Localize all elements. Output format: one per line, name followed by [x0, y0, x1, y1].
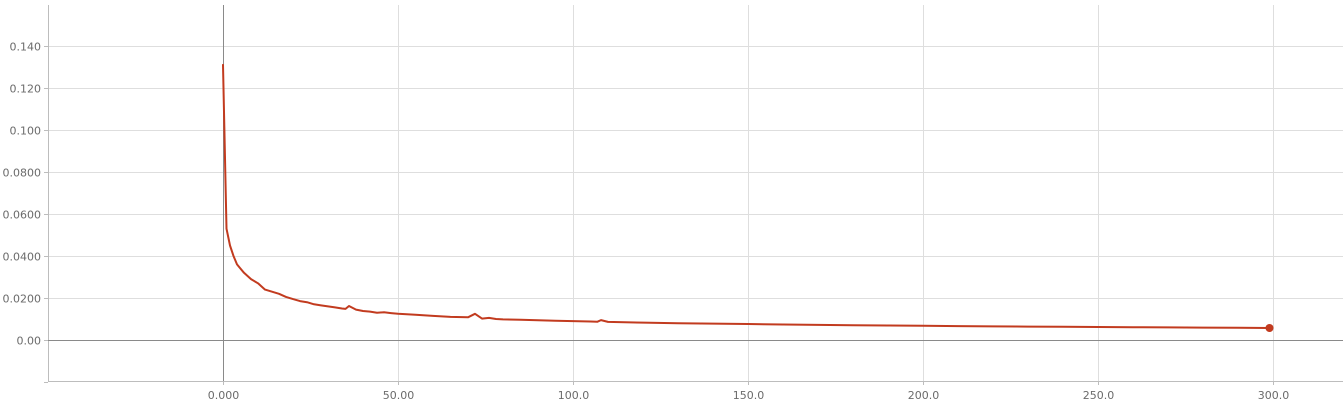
- y-tick-label: 0.100: [10, 125, 42, 138]
- x-tick-label: 300.0: [1258, 389, 1290, 402]
- y-tick-label: 0.140: [10, 41, 42, 54]
- series-layer: [222, 63, 1274, 332]
- y-tick-label: 0.00: [17, 335, 42, 348]
- y-tick-label: 0.0600: [3, 209, 42, 222]
- x-tick-label: 200.0: [908, 389, 940, 402]
- y-tick-label: 0.0800: [3, 167, 42, 180]
- x-tick-label: 100.0: [558, 389, 590, 402]
- y-tick-label: 0.0400: [3, 251, 42, 264]
- x-tick-label: 50.00: [383, 389, 415, 402]
- grid-layer: [48, 5, 1343, 381]
- x-tick-label: 0.000: [208, 389, 240, 402]
- series-end-point[interactable]: [1265, 324, 1274, 332]
- series-line: [222, 63, 1271, 329]
- x-tick-label: 250.0: [1083, 389, 1115, 402]
- tick-label-layer: 0.000 50.00 100.0 150.0 200.0 250.0 300.0 0.00 0…: [3, 41, 1290, 403]
- x-tick-label: 150.0: [733, 389, 765, 402]
- y-tick-label: 0.0200: [3, 293, 42, 306]
- y-tick-label: 0.120: [10, 83, 42, 96]
